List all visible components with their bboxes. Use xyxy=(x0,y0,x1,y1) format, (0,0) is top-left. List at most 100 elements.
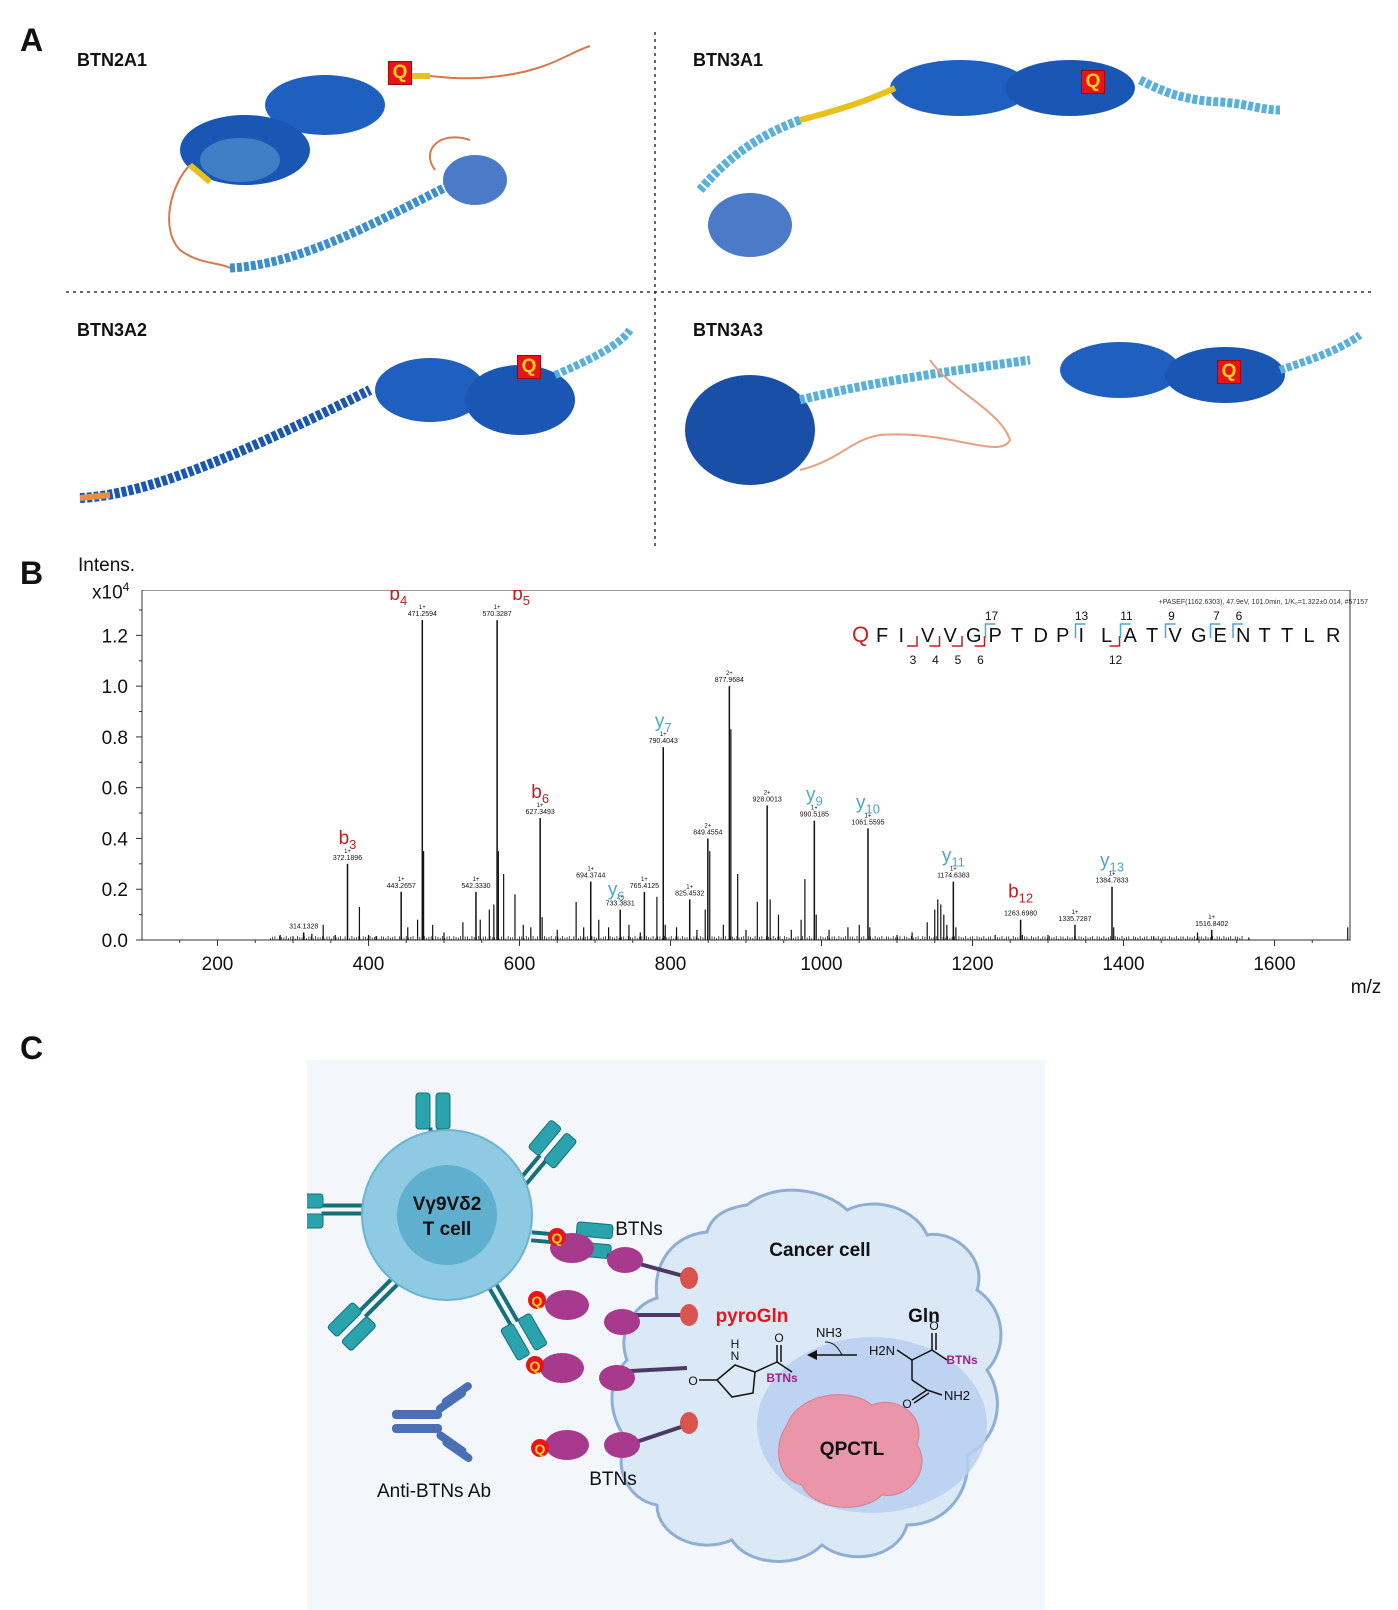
x-tick-label: 1000 xyxy=(800,954,842,975)
peak-ion-label: b5 xyxy=(512,590,530,608)
y-ion-mark xyxy=(1164,623,1176,638)
peak-ion-label: y10 xyxy=(856,792,880,816)
btn-molecule-3 xyxy=(540,1353,688,1391)
peak-mass: 471.2594 xyxy=(408,611,437,618)
spectrum-tick-labels: 0.0 0.2 0.4 0.6 0.8 1.0 1.2 200 400 600 800 1000 120… xyxy=(102,626,1296,975)
panel-c-letter: C xyxy=(20,1030,44,1066)
peak-mass: 570.3287 xyxy=(482,611,511,618)
b-ion-number: 12 xyxy=(1109,653,1123,667)
y-ion-mark xyxy=(1119,623,1131,638)
pyrogln-label: pyroGln xyxy=(716,1306,789,1327)
btns-label-bottom: BTNs xyxy=(589,1469,637,1490)
peak-charge: 1+ xyxy=(473,877,480,883)
schematic-diagram: Vγ9Vδ2 T cell Cancer cell QPCTL xyxy=(307,1092,1003,1563)
pyrogln-o-left: O xyxy=(688,1374,697,1388)
y-ion-number: 6 xyxy=(1236,610,1243,623)
peak-charge: 1+ xyxy=(1208,915,1215,921)
peak-charge: 1+ xyxy=(686,884,693,890)
peak-ion-label: y6 xyxy=(608,880,625,904)
nh3-label: NH3 xyxy=(816,1325,842,1340)
peptide-residue: F xyxy=(876,625,888,647)
cancer-cell-label: Cancer cell xyxy=(769,1240,870,1261)
b-ion-number: 3 xyxy=(910,653,917,667)
peptide-residue: G xyxy=(1191,625,1207,647)
peak-charge: 1+ xyxy=(811,806,818,812)
spectrum-labeled-peaks: 314.13281+372.1896b31+443.26571+471.2594… xyxy=(289,590,1228,940)
peak-charge: 2+ xyxy=(764,790,771,796)
btn-q-label-4: Q xyxy=(535,1441,546,1457)
peak-mass: 1263.6980 xyxy=(1004,911,1037,918)
peak-mass: 1174.6383 xyxy=(937,873,970,880)
panel-b-letter: B xyxy=(20,555,44,591)
x-tick-label: 600 xyxy=(504,954,536,975)
peptide-residue: V xyxy=(944,625,958,647)
y-axis-scale: x104 xyxy=(92,580,129,604)
x-tick-label: 400 xyxy=(353,954,385,975)
gln-o-bottom: O xyxy=(902,1397,911,1411)
peak-mass: 990.5185 xyxy=(800,812,829,819)
protein-structure-btn3a2 xyxy=(79,327,634,503)
btn-q-label-2: Q xyxy=(532,1293,543,1309)
peak-ion-label: y11 xyxy=(942,846,965,870)
peak-charge: 1+ xyxy=(865,813,872,819)
peak-ion-label: y7 xyxy=(655,711,672,735)
peak-mass: 928.0013 xyxy=(753,796,782,803)
peptide-residue: E xyxy=(1214,625,1227,647)
peptide-residue: G xyxy=(966,625,982,647)
btn-molecule-2 xyxy=(545,1290,698,1335)
peak-mass: 825.4532 xyxy=(675,890,704,897)
peptide-fragment-marks: 3 4 5 6 12 17 13 11 9 7 6 xyxy=(907,610,1243,667)
y-tick-label: 1.0 xyxy=(102,677,128,698)
peptide-residue-q: Q xyxy=(852,622,869,647)
q-marker-btn3a3: Q xyxy=(1217,360,1241,384)
pyrogln-structure xyxy=(699,1345,793,1398)
y-tick-label: 0.6 xyxy=(102,779,128,800)
antibody-icon xyxy=(392,1382,473,1463)
peak-ion-label: b3 xyxy=(339,828,357,852)
btn-molecule-4 xyxy=(545,1412,698,1460)
b-ion-mark xyxy=(974,636,986,647)
peptide-residue: A xyxy=(1124,625,1138,647)
antibody-label: Anti-BTNs Ab xyxy=(377,1481,491,1502)
btns-chem-left: BTNs xyxy=(766,1371,798,1385)
y-tick-label: 0.4 xyxy=(102,829,129,850)
b-ion-mark xyxy=(907,636,918,647)
peak-mass: 1384.7833 xyxy=(1095,878,1128,885)
peptide-residue: V xyxy=(921,625,935,647)
peptide-residue: T xyxy=(1011,625,1023,647)
peak-mass: 694.3744 xyxy=(576,873,605,880)
pyrogln-n: N xyxy=(731,1349,740,1363)
peak-mass: 733.3831 xyxy=(606,901,635,908)
pyrogln-o-top: O xyxy=(774,1331,783,1345)
peptide-residue: T xyxy=(1146,625,1158,647)
gln-o-top: O xyxy=(929,1319,938,1333)
peak-mass: 849.4554 xyxy=(693,829,722,836)
q-marker-btn2a1: Q xyxy=(388,61,412,85)
y-axis-scale-exp: 4 xyxy=(122,580,130,594)
peak-mass: 627.3493 xyxy=(526,809,555,816)
protein-label-btn2a1: BTN2A1 xyxy=(77,50,148,70)
peak-charge: 2+ xyxy=(704,823,711,829)
pyrogln-h: H xyxy=(731,1337,740,1351)
spectrum-header-note: +PASEF(1162.6303), 47.9eV, 101.0min, 1/K… xyxy=(1159,599,1368,606)
x-tick-label: 1600 xyxy=(1253,954,1295,975)
peak-mass: 1516.8402 xyxy=(1195,921,1228,928)
b-ion-mark xyxy=(952,636,963,647)
peak-charge: 1+ xyxy=(344,849,351,855)
y-ion-number: 11 xyxy=(1120,610,1133,623)
btn-q-label-1: Q xyxy=(552,1230,563,1246)
qpctl-label: QPCTL xyxy=(820,1439,885,1460)
peptide-residue: T xyxy=(1281,625,1293,647)
peak-mass: 877.9684 xyxy=(715,677,744,684)
gln-label: Gln xyxy=(908,1306,940,1327)
peptide-residue: P xyxy=(989,625,1002,647)
protein-structure-btn2a1 xyxy=(168,45,591,273)
t-cell-nucleus xyxy=(397,1165,497,1265)
peak-mass: 790.4043 xyxy=(649,738,678,745)
peptide-residue: R xyxy=(1326,625,1340,647)
peak-charge: 1+ xyxy=(587,867,594,873)
gln-h2n: H2N xyxy=(869,1343,895,1358)
protein-structure-btn3a3 xyxy=(685,331,1363,485)
panel-a-separators xyxy=(66,32,1375,550)
